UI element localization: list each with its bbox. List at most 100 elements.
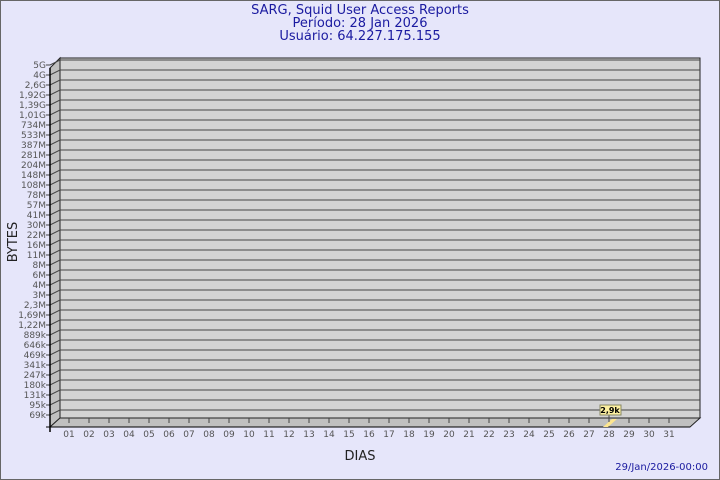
y-tick-label: 1,22M <box>18 321 46 331</box>
y-tick-label: 22M <box>27 231 46 241</box>
gridline <box>46 159 700 166</box>
x-tick-label: 01 <box>63 430 74 440</box>
gridline <box>46 199 700 206</box>
y-tick-label: 1,92G <box>19 91 46 101</box>
x-tick-label: 11 <box>263 430 274 440</box>
x-tick-label: 23 <box>503 430 514 440</box>
gridline <box>46 329 700 336</box>
y-tick-label: 533M <box>21 131 46 141</box>
y-tick-label: 30M <box>27 221 46 231</box>
y-tick-label: 148M <box>21 171 46 181</box>
x-tick-label: 29 <box>623 430 635 440</box>
y-tick-label: 5G <box>33 61 46 71</box>
gridline <box>46 389 700 396</box>
y-tick-label: 108M <box>21 181 46 191</box>
x-tick-label: 17 <box>383 430 394 440</box>
y-tick-label: 95k <box>29 401 46 411</box>
gridline <box>46 119 700 126</box>
y-tick-label: 11M <box>27 251 46 261</box>
x-tick-label: 16 <box>363 430 375 440</box>
chart-title: SARG, Squid User Access Reports <box>251 3 469 18</box>
x-tick-label: 10 <box>243 430 255 440</box>
x-axis-label: DIAS <box>345 449 376 464</box>
data-label-box <box>599 404 622 416</box>
y-tick-label: 8M <box>33 261 47 271</box>
x-tick-label: 08 <box>203 430 215 440</box>
y-tick-label: 646k <box>24 341 47 351</box>
gridline <box>46 209 700 216</box>
gridline <box>46 299 700 306</box>
gridline <box>46 189 700 196</box>
x-tick-label: 18 <box>403 430 415 440</box>
y-tick-label: 204M <box>21 161 46 171</box>
x-tick-label: 31 <box>663 430 674 440</box>
y-tick-label: 78M <box>27 191 46 201</box>
gridline <box>46 379 700 386</box>
gridline <box>46 109 700 116</box>
y-tick-label: 734M <box>21 121 46 131</box>
y-tick-label: 1,01G <box>19 111 46 121</box>
x-tick-label: 26 <box>563 430 575 440</box>
y-tick-label: 889k <box>24 331 47 341</box>
gridline <box>46 349 700 356</box>
x-tick-label: 27 <box>583 430 594 440</box>
gridline <box>46 219 700 226</box>
y-tick-label: 41M <box>27 211 46 221</box>
gridline <box>46 139 700 146</box>
y-axis-label: BYTES <box>6 222 21 263</box>
x-tick-label: 30 <box>643 430 655 440</box>
gridline <box>46 69 700 76</box>
y-tick-label: 6M <box>33 271 47 281</box>
y-tick-label: 469k <box>24 351 47 361</box>
plot-back-wall <box>59 57 701 419</box>
y-tick-label: 247k <box>24 371 47 381</box>
gridline <box>46 89 700 96</box>
y-tick-label: 1,39G <box>19 101 46 111</box>
gridline <box>46 269 700 276</box>
gridline <box>46 179 700 186</box>
x-tick-label: 02 <box>83 430 94 440</box>
gridline <box>46 229 700 236</box>
y-tick-label: 131k <box>24 391 47 401</box>
y-tick-label: 16M <box>27 241 46 251</box>
y-tick-label: 180k <box>24 381 47 391</box>
y-tick-label: 281M <box>21 151 46 161</box>
x-tick-label: 21 <box>463 430 474 440</box>
y-tick-label: 4M <box>33 281 47 291</box>
gridline <box>46 409 700 416</box>
x-tick-label: 28 <box>603 430 615 440</box>
x-tick-label: 05 <box>143 430 154 440</box>
x-tick-label: 04 <box>123 430 135 440</box>
x-tick-label: 25 <box>543 430 554 440</box>
x-tick-label: 03 <box>103 430 114 440</box>
gridline <box>46 259 700 266</box>
y-tick-label: 341k <box>24 361 47 371</box>
y-tick-label: 387M <box>21 141 46 151</box>
x-tick-label: 22 <box>483 430 494 440</box>
x-tick-label: 06 <box>163 430 175 440</box>
x-tick-label: 09 <box>223 430 235 440</box>
x-tick-label: 15 <box>343 430 354 440</box>
y-tick-label: 3M <box>33 291 47 301</box>
x-tick-label: 24 <box>523 430 535 440</box>
x-tick-label: 19 <box>423 430 435 440</box>
y-tick-label: 2,3M <box>24 301 46 311</box>
bar-day-28 <box>603 419 617 427</box>
gridline <box>46 359 700 366</box>
x-tick-label: 14 <box>323 430 335 440</box>
gridline <box>46 249 700 256</box>
gridline <box>46 399 700 406</box>
y-tick-label: 4G <box>33 71 46 81</box>
x-tick-label: 07 <box>183 430 194 440</box>
y-tick-label: 57M <box>27 201 46 211</box>
gridline <box>46 129 700 136</box>
x-tick-label: 20 <box>443 430 455 440</box>
gridline <box>46 339 700 346</box>
x-tick-label: 12 <box>283 430 294 440</box>
x-tick-label: 13 <box>303 430 314 440</box>
gridline <box>46 369 700 376</box>
timestamp: 29/Jan/2026-00:00 <box>615 462 708 473</box>
gridline <box>46 279 700 286</box>
gridline <box>46 79 700 86</box>
